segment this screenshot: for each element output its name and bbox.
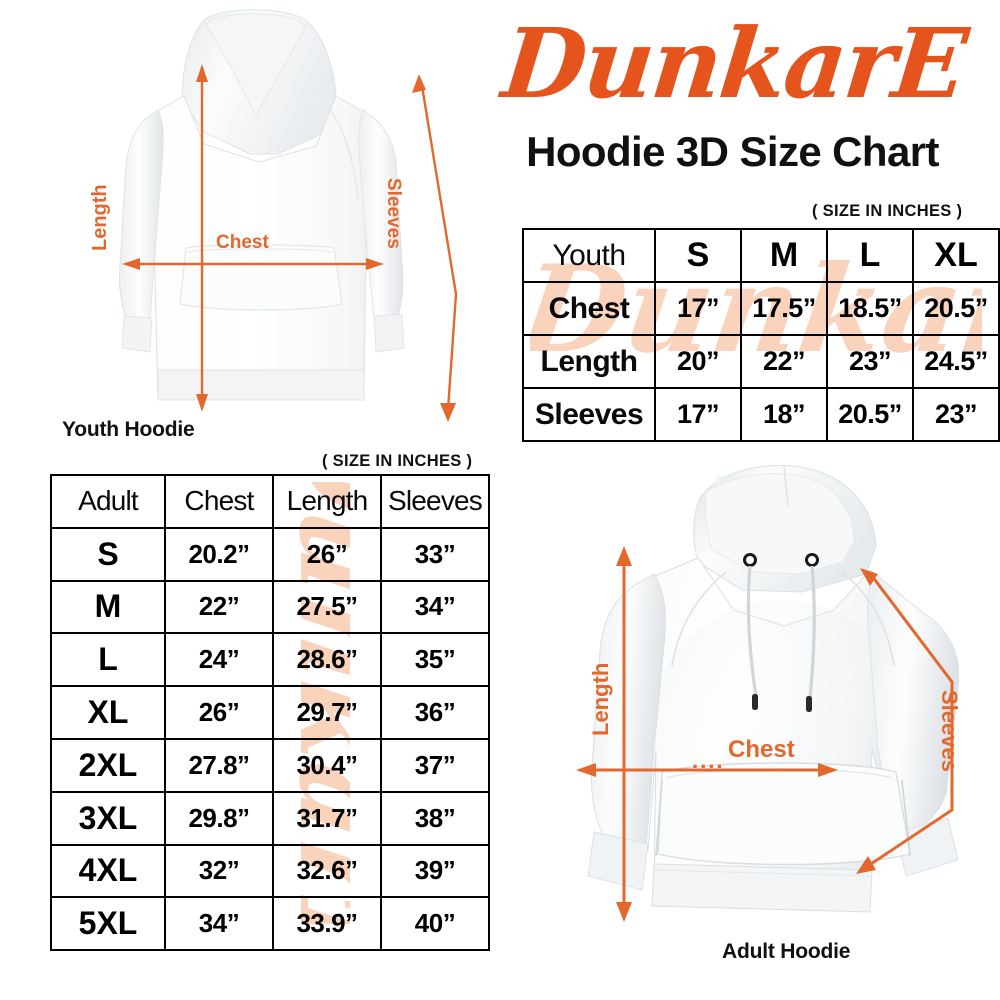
youth-row-label-chest: Chest <box>522 281 656 336</box>
adult-size-3xl: 3XL <box>50 790 166 846</box>
adult-chest-label: Chest <box>728 736 795 763</box>
adult-sleeves-3xl: 38” <box>380 790 490 846</box>
youth-length-l: 23” <box>826 334 914 389</box>
adult-chest-leader-dots: .... <box>692 748 725 773</box>
adult-sleeves-label: Sleeves <box>937 690 962 772</box>
adult-sleeves-2xl: 37” <box>380 737 490 793</box>
youth-chest-label: Chest <box>216 232 269 253</box>
youth-sleeves-m: 18” <box>740 387 828 442</box>
youth-size-l: L <box>826 228 914 283</box>
youth-sleeves-s: 17” <box>654 387 742 442</box>
youth-row-label-sleeves: Sleeves <box>522 387 656 442</box>
adult-length-5xl: 33.9” <box>272 896 382 952</box>
adult-chest-4xl: 32” <box>164 843 274 899</box>
adult-sleeves-5xl: 40” <box>380 896 490 952</box>
table-row: Length 20” 22” 23” 24.5” <box>522 334 1000 389</box>
adult-col-sleeves: Sleeves <box>380 474 490 529</box>
youth-length-xl: 24.5” <box>912 334 1000 389</box>
adult-length-2xl: 30.4” <box>272 737 382 793</box>
adult-col-chest: Chest <box>164 474 274 529</box>
adult-sleeves-xl: 36” <box>380 685 490 740</box>
youth-length-m: 22” <box>740 334 828 389</box>
youth-sleeves-label: Sleeves <box>383 178 404 249</box>
adult-corner-label: Adult <box>50 474 166 529</box>
adult-units-note: ( SIZE IN INCHES ) <box>322 452 473 470</box>
youth-sleeves-xl: 23” <box>912 387 1000 442</box>
adult-length-l: 28.6” <box>272 632 382 688</box>
adult-chest-xl: 26” <box>164 685 274 740</box>
youth-corner-label: Youth <box>522 228 656 283</box>
table-row-header: Youth S M L XL <box>522 228 1000 283</box>
table-row: 2XL 27.8” 30.4” 37” <box>50 737 490 793</box>
youth-hoodie-illustration <box>119 9 458 422</box>
adult-size-5xl: 5XL <box>50 896 166 952</box>
youth-size-table: Youth S M L XL Chest 17” 17.5” 18.5” 20.… <box>522 228 1000 442</box>
table-row: 3XL 29.8” 31.7” 38” <box>50 790 490 846</box>
youth-chest-xl: 20.5” <box>912 281 1000 336</box>
youth-size-xl: XL <box>912 228 1000 283</box>
adult-hoodie-illustration <box>576 464 960 922</box>
table-row: S 20.2” 26” 33” <box>50 526 490 582</box>
page-title: Hoodie 3D Size Chart <box>526 128 939 175</box>
adult-sleeves-s: 33” <box>380 526 490 582</box>
adult-length-4xl: 32.6” <box>272 843 382 899</box>
youth-sleeves-l: 20.5” <box>826 387 914 442</box>
adult-size-s: S <box>50 526 166 582</box>
youth-row-label-length: Length <box>522 334 656 389</box>
youth-chest-s: 17” <box>654 281 742 336</box>
adult-chest-2xl: 27.8” <box>164 737 274 793</box>
adult-size-m: M <box>50 579 166 635</box>
table-row: Sleeves 17” 18” 20.5” 23” <box>522 387 1000 442</box>
table-row: 5XL 34” 33.9” 40” <box>50 896 490 952</box>
youth-size-m: M <box>740 228 828 283</box>
youth-chest-l: 18.5” <box>826 281 914 336</box>
table-row: L 24” 28.6” 35” <box>50 632 490 688</box>
brand-logo: DunkarE <box>497 7 971 120</box>
adult-chest-s: 20.2” <box>164 526 274 582</box>
adult-sleeves-4xl: 39” <box>380 843 490 899</box>
adult-hoodie-caption: Adult Hoodie <box>722 940 851 963</box>
adult-col-length: Length <box>272 474 382 529</box>
adult-size-table: Adult Chest Length Sleeves S 20.2” 26” 3… <box>50 474 490 952</box>
table-row: Chest 17” 17.5” 18.5” 20.5” <box>522 281 1000 336</box>
table-row: 4XL 32” 32.6” 39” <box>50 843 490 899</box>
adult-sleeves-l: 35” <box>380 632 490 688</box>
adult-length-s: 26” <box>272 526 382 582</box>
adult-size-2xl: 2XL <box>50 737 166 793</box>
youth-chest-m: 17.5” <box>740 281 828 336</box>
adult-chest-m: 22” <box>164 579 274 635</box>
youth-size-s: S <box>654 228 742 283</box>
youth-hoodie-caption: Youth Hoodie <box>62 418 195 441</box>
adult-length-m: 27.5” <box>272 579 382 635</box>
adult-size-4xl: 4XL <box>50 843 166 899</box>
adult-chest-5xl: 34” <box>164 896 274 952</box>
youth-length-label: Length <box>89 184 111 251</box>
adult-chest-l: 24” <box>164 632 274 688</box>
adult-chest-3xl: 29.8” <box>164 790 274 846</box>
table-row-header: Adult Chest Length Sleeves <box>50 474 490 529</box>
adult-length-3xl: 31.7” <box>272 790 382 846</box>
adult-length-xl: 29.7” <box>272 685 382 740</box>
youth-units-note: ( SIZE IN INCHES ) <box>812 202 963 220</box>
youth-length-s: 20” <box>654 334 742 389</box>
adult-size-l: L <box>50 632 166 688</box>
adult-sleeves-m: 34” <box>380 579 490 635</box>
table-row: XL 26” 29.7” 36” <box>50 685 490 740</box>
adult-size-xl: XL <box>50 685 166 740</box>
adult-length-label: Length <box>588 662 613 736</box>
table-row: M 22” 27.5” 34” <box>50 579 490 635</box>
